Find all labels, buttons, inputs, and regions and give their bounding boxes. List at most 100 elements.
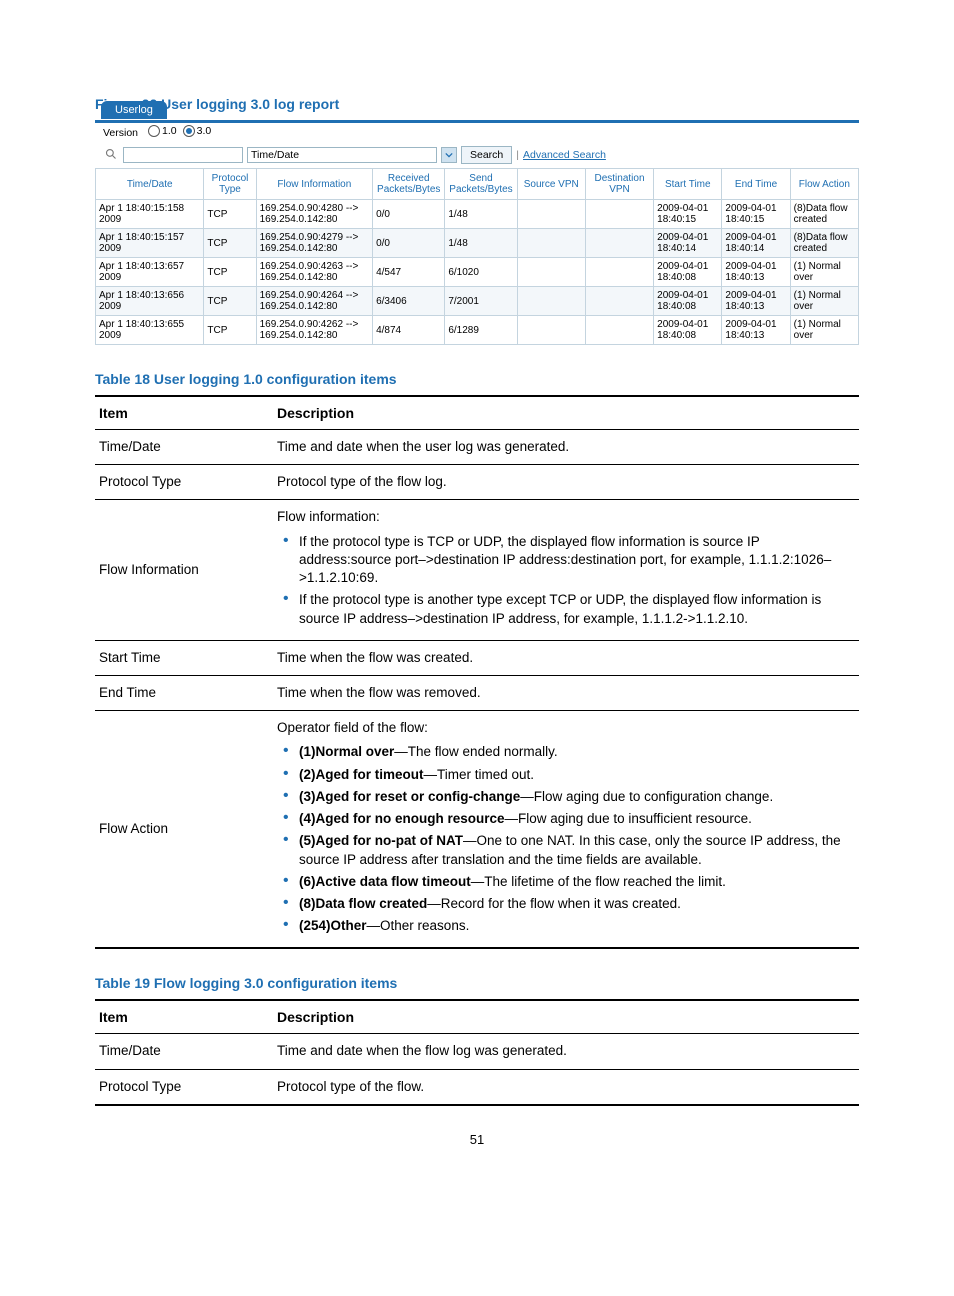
table-header-description: Description: [273, 396, 859, 430]
table-row: Protocol TypeProtocol type of the flow l…: [95, 465, 859, 500]
log-cell: 2009-04-01 18:40:13: [722, 258, 790, 287]
log-cell: 6/1289: [445, 316, 517, 345]
log-cell: (1) Normal over: [790, 316, 858, 345]
table-row: Flow ActionOperator field of the flow:(1…: [95, 711, 859, 949]
userlog-table: Time/DateProtocol TypeFlow InformationRe…: [95, 168, 859, 345]
version-radio-3-0[interactable]: 3.0: [183, 125, 212, 137]
log-cell: [517, 200, 585, 229]
item-cell: Time/Date: [95, 430, 273, 465]
log-column-header[interactable]: Destination VPN: [585, 169, 653, 200]
userlog-filters: Version 1.0 3.0 Search | Advanced Search: [95, 119, 859, 168]
log-column-header[interactable]: Flow Action: [790, 169, 858, 200]
log-cell: 1/48: [445, 200, 517, 229]
log-cell: 169.254.0.90:4279 --> 169.254.0.142:80: [256, 229, 372, 258]
version-radio-1-0[interactable]: 1.0: [148, 125, 177, 137]
log-cell: Apr 1 18:40:13:657 2009: [96, 258, 204, 287]
log-cell: 0/0: [373, 200, 445, 229]
log-cell: [517, 229, 585, 258]
log-cell: (1) Normal over: [790, 287, 858, 316]
log-cell: 4/547: [373, 258, 445, 287]
log-cell: [585, 200, 653, 229]
log-cell: 2009-04-01 18:40:13: [722, 316, 790, 345]
log-cell: TCP: [204, 258, 256, 287]
log-cell: 4/874: [373, 316, 445, 345]
log-cell: TCP: [204, 287, 256, 316]
version-radio-label: 1.0: [162, 125, 177, 137]
description-cell: Operator field of the flow:(1)Normal ove…: [273, 711, 859, 949]
log-cell: TCP: [204, 316, 256, 345]
table-header-item: Item: [95, 396, 273, 430]
log-cell: 0/0: [373, 229, 445, 258]
chevron-down-icon[interactable]: [441, 147, 457, 163]
log-row: Apr 1 18:40:13:657 2009TCP169.254.0.90:4…: [96, 258, 859, 287]
log-cell: 2009-04-01 18:40:14: [654, 229, 722, 258]
table-header-item: Item: [95, 1000, 273, 1034]
log-cell: [517, 258, 585, 287]
log-cell: (8)Data flow created: [790, 229, 858, 258]
log-cell: TCP: [204, 200, 256, 229]
item-cell: Protocol Type: [95, 465, 273, 500]
filter-combobox[interactable]: [247, 147, 437, 163]
log-cell: 1/48: [445, 229, 517, 258]
table-19: Item Description Time/DateTime and date …: [95, 999, 859, 1105]
search-input[interactable]: [123, 147, 243, 163]
log-cell: 2009-04-01 18:40:08: [654, 316, 722, 345]
log-cell: 2009-04-01 18:40:08: [654, 258, 722, 287]
log-row: Apr 1 18:40:13:656 2009TCP169.254.0.90:4…: [96, 287, 859, 316]
log-cell: 169.254.0.90:4263 --> 169.254.0.142:80: [256, 258, 372, 287]
log-row: Apr 1 18:40:15:158 2009TCP169.254.0.90:4…: [96, 200, 859, 229]
log-cell: 2009-04-01 18:40:08: [654, 287, 722, 316]
log-column-header[interactable]: Protocol Type: [204, 169, 256, 200]
log-cell: Apr 1 18:40:15:158 2009: [96, 200, 204, 229]
log-cell: 169.254.0.90:4280 --> 169.254.0.142:80: [256, 200, 372, 229]
log-cell: Apr 1 18:40:15:157 2009: [96, 229, 204, 258]
table-row: Protocol TypeProtocol type of the flow.: [95, 1069, 859, 1105]
divider: |: [516, 149, 519, 161]
log-cell: [585, 229, 653, 258]
log-cell: [517, 287, 585, 316]
log-cell: 2009-04-01 18:40:15: [654, 200, 722, 229]
userlog-tab[interactable]: Userlog: [101, 101, 167, 119]
advanced-search-link[interactable]: Advanced Search: [523, 149, 606, 161]
table-header-description: Description: [273, 1000, 859, 1034]
version-label: Version: [103, 127, 138, 139]
userlog-screenshot: Userlog Version 1.03.0 Search | Advanced…: [95, 120, 859, 345]
description-cell: Protocol type of the flow.: [273, 1069, 859, 1105]
version-radio-group: 1.0 3.0: [148, 125, 217, 140]
log-cell: Apr 1 18:40:13:656 2009: [96, 287, 204, 316]
log-column-header[interactable]: Time/Date: [96, 169, 204, 200]
log-cell: 169.254.0.90:4262 --> 169.254.0.142:80: [256, 316, 372, 345]
log-column-header[interactable]: Send Packets/Bytes: [445, 169, 517, 200]
log-cell: [585, 316, 653, 345]
item-cell: Flow Action: [95, 711, 273, 949]
description-cell: Time and date when the user log was gene…: [273, 430, 859, 465]
log-cell: 2009-04-01 18:40:14: [722, 229, 790, 258]
log-cell: [517, 316, 585, 345]
version-radio-label: 3.0: [197, 125, 212, 137]
log-column-header[interactable]: Start Time: [654, 169, 722, 200]
page-number: 51: [95, 1132, 859, 1147]
item-cell: End Time: [95, 675, 273, 710]
table-row: End TimeTime when the flow was removed.: [95, 675, 859, 710]
description-cell: Time when the flow was created.: [273, 640, 859, 675]
log-cell: (8)Data flow created: [790, 200, 858, 229]
table-18-caption: Table 18 User logging 1.0 configuration …: [95, 371, 859, 387]
log-cell: 7/2001: [445, 287, 517, 316]
log-column-header[interactable]: Flow Information: [256, 169, 372, 200]
table-row: Start TimeTime when the flow was created…: [95, 640, 859, 675]
description-cell: Flow information:If the protocol type is…: [273, 500, 859, 640]
log-cell: 6/1020: [445, 258, 517, 287]
table-row: Time/DateTime and date when the flow log…: [95, 1034, 859, 1069]
log-row: Apr 1 18:40:13:655 2009TCP169.254.0.90:4…: [96, 316, 859, 345]
log-cell: 6/3406: [373, 287, 445, 316]
log-column-header[interactable]: End Time: [722, 169, 790, 200]
item-cell: Start Time: [95, 640, 273, 675]
description-cell: Protocol type of the flow log.: [273, 465, 859, 500]
table-row: Flow InformationFlow information:If the …: [95, 500, 859, 640]
log-cell: 2009-04-01 18:40:15: [722, 200, 790, 229]
search-icon: [103, 148, 119, 163]
log-column-header[interactable]: Source VPN: [517, 169, 585, 200]
log-column-header[interactable]: Received Packets/Bytes: [373, 169, 445, 200]
search-button[interactable]: Search: [461, 146, 512, 164]
table-row: Time/DateTime and date when the user log…: [95, 430, 859, 465]
